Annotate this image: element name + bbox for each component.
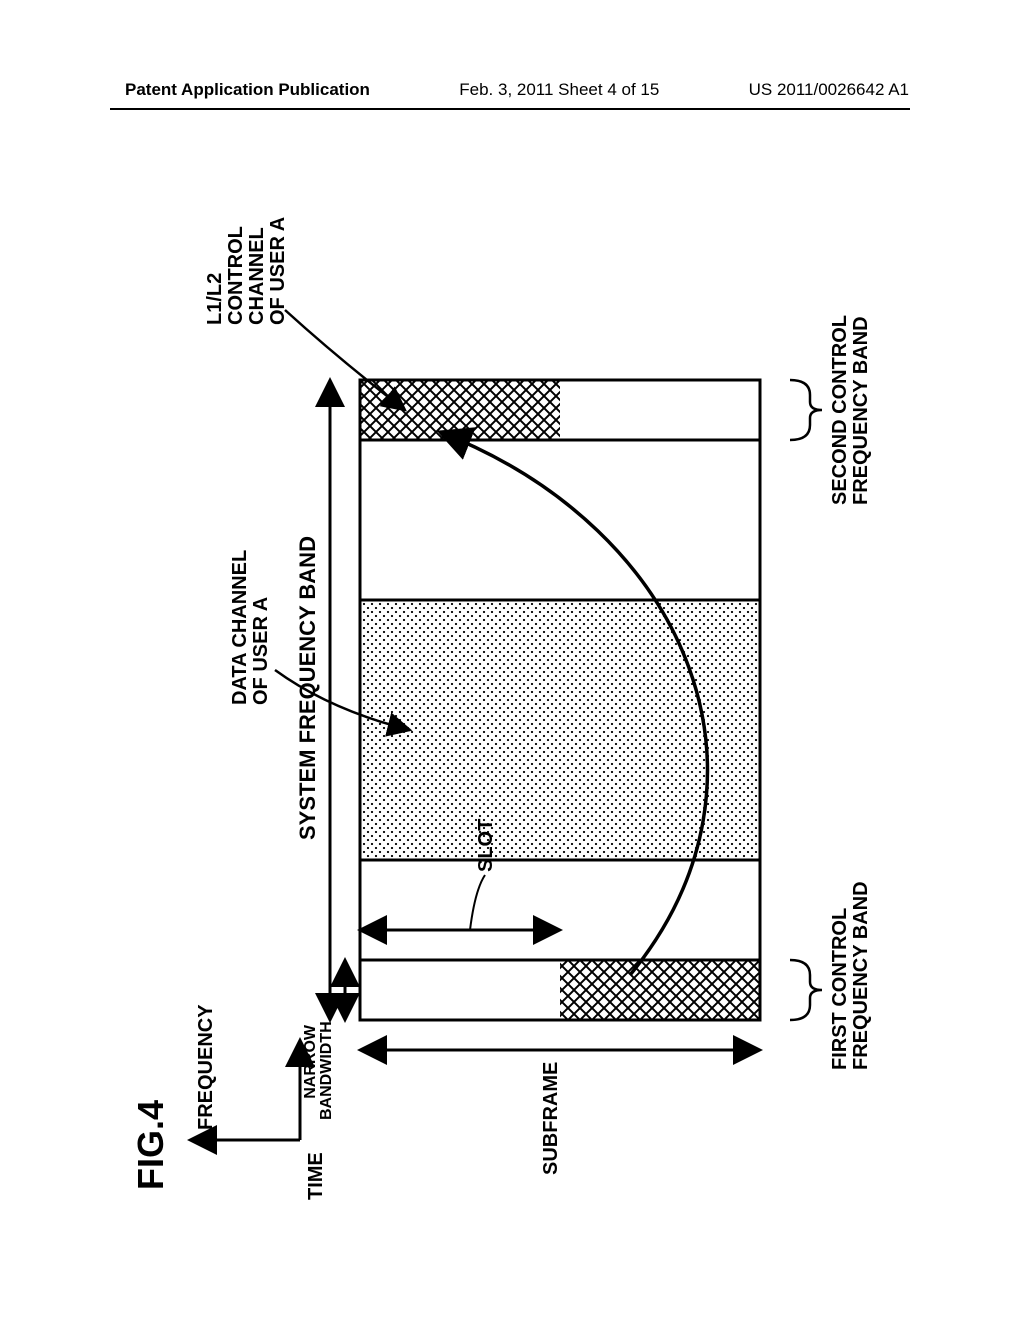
- data-channel-region: [360, 600, 760, 860]
- second-ctrl-band-label: SECOND CONTROL FREQUENCY BAND: [830, 315, 872, 505]
- figure-number: FIG.4: [130, 1100, 172, 1190]
- freq-axis-label: FREQUENCY: [195, 1004, 218, 1130]
- page-header: Patent Application Publication Feb. 3, 2…: [0, 80, 1024, 100]
- second-ctrl-brace: [790, 380, 822, 440]
- ctrl-second-region: [360, 380, 560, 440]
- ctrl-channel-leader: [285, 310, 405, 410]
- narrow-bw-label: NARROW BANDWIDTH: [303, 1025, 335, 1120]
- system-band-label: SYSTEM FREQUENCY BAND: [295, 536, 321, 840]
- figure-4: FIG.4 FREQUENCY TIME NARROW BANDWIDTH SY…: [130, 170, 890, 1230]
- time-axis-label: TIME: [305, 1152, 328, 1200]
- header-left: Patent Application Publication: [125, 80, 370, 100]
- first-ctrl-brace: [790, 960, 822, 1020]
- ctrl-first-region: [560, 960, 760, 1020]
- header-rule: [110, 108, 910, 110]
- slot-label: SLOT: [475, 819, 498, 872]
- header-right: US 2011/0026642 A1: [749, 80, 909, 100]
- data-channel-label: DATA CHANNEL OF USER A: [230, 550, 272, 705]
- subframe-label: SUBFRAME: [540, 1062, 563, 1175]
- header-center: Feb. 3, 2011 Sheet 4 of 15: [459, 80, 659, 100]
- first-ctrl-band-label: FIRST CONTROL FREQUENCY BAND: [830, 881, 872, 1070]
- ctrl-channel-label: L1/L2 CONTROL CHANNEL OF USER A: [205, 217, 289, 325]
